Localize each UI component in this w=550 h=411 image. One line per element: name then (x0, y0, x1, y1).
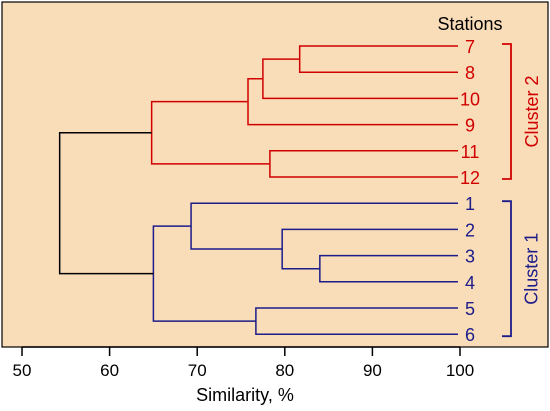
leaf-label-11: 11 (461, 142, 480, 162)
leaf-label-8: 8 (465, 63, 475, 83)
tick-label-70: 70 (188, 361, 207, 380)
tick-label-90: 90 (363, 361, 382, 380)
tick-label-60: 60 (100, 361, 119, 380)
cluster-label-cluster-2: Cluster 2 (522, 75, 542, 147)
leaf-label-12: 12 (460, 168, 480, 188)
bracket-cluster-1 (502, 200, 512, 338)
leaf-label-3: 3 (465, 247, 475, 267)
leaf-label-10: 10 (460, 89, 480, 109)
x-axis-ticks: 50 60 70 80 90 100 (13, 347, 474, 380)
tick-label-100: 100 (446, 361, 474, 380)
cluster-label-cluster-1: Cluster 1 (522, 233, 542, 305)
stations-header: Stations (437, 14, 502, 34)
link-root (58, 132, 154, 275)
tick-label-80: 80 (275, 361, 294, 380)
x-axis-label: Similarity, % (196, 385, 294, 405)
dendrogram-links (58, 45, 458, 335)
leaf-label-1: 1 (465, 194, 475, 214)
leaf-label-4: 4 (465, 273, 475, 293)
leaf-label-9: 9 (465, 116, 475, 136)
tick-label-50: 50 (13, 361, 32, 380)
bracket-cluster-2 (502, 43, 512, 180)
cluster-brackets: Cluster 2 Cluster 1 (502, 43, 542, 338)
leaf-label-5: 5 (465, 299, 475, 319)
leaf-label-2: 2 (465, 220, 475, 240)
leaf-label-6: 6 (465, 325, 475, 345)
leaf-label-7: 7 (465, 37, 475, 57)
